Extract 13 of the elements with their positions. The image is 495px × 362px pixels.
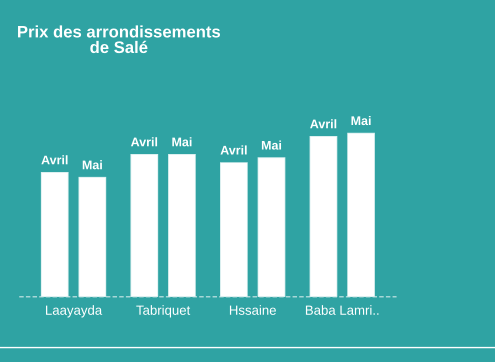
x-tick-label: Baba Lamri.. — [306, 305, 378, 315]
text: Avril — [310, 119, 336, 128]
x-tick-label: Laayayda — [46, 305, 102, 318]
series-label: Mai — [172, 137, 192, 146]
chart-title: Prix des arrondissements de Salé — [18, 25, 220, 54]
x-tick-label: Tabriquet — [136, 305, 190, 318]
text: Mai — [82, 160, 102, 170]
text: Mai — [262, 140, 282, 150]
series-label: Avril — [130, 137, 158, 146]
text: Mai — [351, 116, 371, 126]
text: Avril — [220, 145, 247, 154]
x-tick-label: Hssaine — [230, 305, 276, 315]
text: Avril — [41, 155, 68, 164]
